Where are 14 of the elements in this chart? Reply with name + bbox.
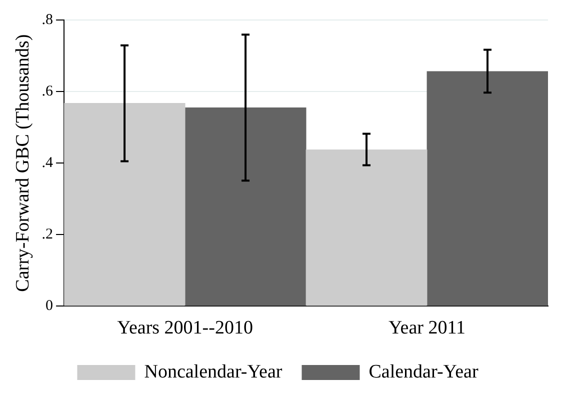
y-tick-label: .4 [42,155,54,172]
y-tick-label: .8 [42,12,54,28]
y-tick-label: .2 [42,226,54,243]
bar [306,150,428,306]
y-tick-label: 0 [46,298,54,314]
bar [64,103,186,306]
bar [426,71,548,306]
legend-label: Calendar-Year [368,361,479,382]
y-tick-label: .6 [42,83,54,100]
x-tick-label: Years 2001--2010 [117,318,253,339]
bar [184,107,306,306]
x-tick-label: Year 2011 [388,318,466,339]
legend-label: Noncalendar-Year [144,361,283,382]
y-axis-title: Carry-Forward GBC (Thousands) [12,34,34,292]
